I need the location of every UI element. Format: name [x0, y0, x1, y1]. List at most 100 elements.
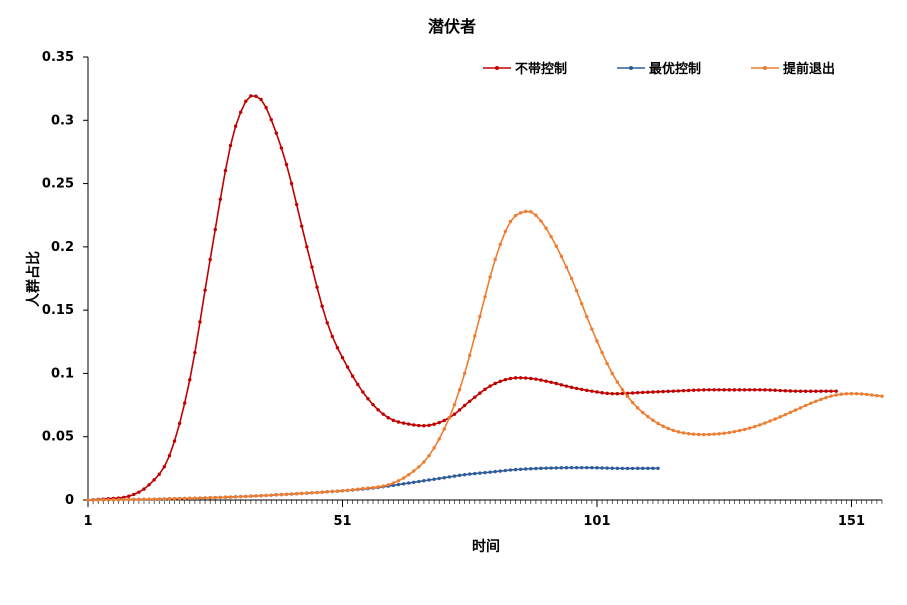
data-point — [300, 491, 304, 496]
data-point — [437, 420, 441, 425]
data-point — [666, 389, 670, 394]
data-point — [717, 432, 721, 436]
data-point — [238, 494, 243, 499]
data-point — [498, 469, 502, 473]
data-point — [758, 423, 762, 427]
data-point — [457, 473, 462, 478]
data-point — [473, 395, 477, 399]
data-point — [396, 479, 401, 483]
data-point — [106, 498, 111, 502]
data-point — [228, 143, 233, 148]
y-axis-label: 人群占比 — [25, 251, 42, 307]
data-point — [468, 353, 472, 358]
data-point — [524, 467, 528, 471]
data-point — [249, 94, 253, 98]
data-point — [676, 430, 681, 434]
data-point — [137, 490, 141, 494]
data-point — [615, 466, 620, 471]
data-point — [819, 389, 823, 393]
data-point — [162, 464, 167, 469]
data-point — [386, 416, 390, 420]
data-point — [381, 484, 385, 488]
data-point — [137, 497, 141, 502]
data-point — [279, 492, 284, 497]
data-point — [524, 209, 528, 214]
data-point — [839, 392, 843, 396]
data-point — [564, 265, 569, 269]
series-line — [87, 210, 883, 501]
y-tick-label: 0 — [65, 493, 74, 508]
data-point — [116, 497, 121, 502]
data-point — [783, 389, 787, 393]
data-point — [401, 421, 406, 425]
data-point — [859, 392, 864, 396]
data-point — [483, 295, 487, 299]
data-point — [203, 496, 207, 500]
data-point — [417, 465, 421, 469]
data-point — [152, 497, 156, 501]
data-point — [503, 377, 508, 382]
data-point — [574, 386, 579, 391]
data-point — [666, 426, 670, 431]
data-point — [646, 414, 650, 419]
data-point — [300, 224, 304, 228]
data-point — [208, 496, 212, 500]
y-tick-label: 0.25 — [42, 177, 74, 192]
legend-label: 最优控制 — [649, 61, 701, 77]
data-point — [157, 472, 161, 476]
data-point — [630, 391, 635, 395]
data-point — [269, 493, 273, 497]
data-point — [376, 485, 380, 489]
data-point — [534, 377, 538, 381]
data-point — [320, 304, 324, 308]
data-point — [590, 327, 594, 331]
data-point — [289, 181, 294, 186]
x-axis: 1 51 101 151 — [83, 499, 883, 529]
data-point — [641, 466, 645, 471]
x-axis-label: 时间 — [472, 538, 500, 555]
data-point — [198, 496, 202, 500]
data-point — [233, 124, 238, 128]
data-point — [880, 394, 884, 398]
data-point — [412, 423, 416, 427]
data-point — [544, 466, 548, 470]
data-point — [742, 427, 747, 432]
data-point — [783, 412, 787, 417]
data-point — [198, 320, 202, 324]
data-point — [396, 420, 401, 424]
data-point — [788, 389, 793, 393]
data-point — [809, 401, 813, 406]
data-point — [513, 376, 518, 380]
data-point — [824, 395, 828, 400]
data-point — [422, 460, 426, 464]
data-point — [702, 432, 706, 437]
data-point — [279, 146, 284, 150]
data-point — [559, 466, 564, 470]
series-layer — [86, 94, 884, 502]
data-point — [574, 465, 579, 470]
data-point — [340, 489, 345, 493]
data-point — [101, 498, 105, 502]
data-point — [732, 388, 737, 392]
data-point — [350, 488, 355, 492]
data-point — [259, 493, 263, 498]
data-point — [498, 242, 502, 247]
data-point — [793, 389, 798, 393]
data-point — [340, 355, 345, 360]
data-point — [335, 346, 340, 350]
data-point — [803, 389, 808, 393]
data-point — [559, 383, 564, 387]
data-point — [264, 105, 268, 110]
data-point — [539, 466, 543, 471]
data-point — [768, 388, 772, 392]
data-point — [763, 388, 767, 392]
data-point — [228, 495, 233, 499]
series-3 — [86, 209, 884, 502]
legend-item-2: 最优控制 — [617, 61, 701, 77]
data-point — [401, 476, 406, 480]
data-point — [350, 374, 355, 378]
data-point — [315, 285, 319, 289]
data-point — [172, 439, 177, 443]
data-point — [569, 465, 574, 470]
data-point — [554, 381, 558, 386]
